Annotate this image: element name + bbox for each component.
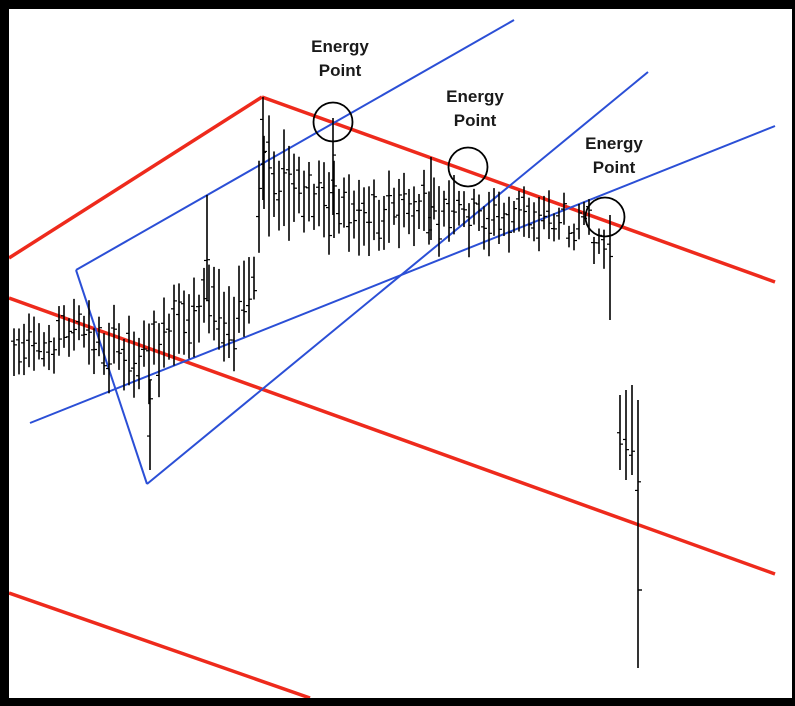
red-line-3 <box>9 296 776 576</box>
energy-point-label-3-line1: Energy <box>585 134 643 153</box>
energy-point-labels: Energy Point Energy Point Energy Point <box>311 37 643 177</box>
energy-point-label-1-line2: Point <box>319 61 362 80</box>
price-bars <box>11 97 642 668</box>
energy-point-circle-2 <box>447 146 489 188</box>
energy-point-label-2-line1: Energy <box>446 87 504 106</box>
red-line-4 <box>9 591 311 698</box>
energy-point-circle-3 <box>584 196 626 238</box>
energy-point-label-2-line2: Point <box>454 111 497 130</box>
blue-trendlines <box>29 19 776 485</box>
energy-point-circle-1 <box>312 101 354 143</box>
blue-line-4 <box>146 71 649 485</box>
red-line-2 <box>261 95 776 284</box>
blue-line-2 <box>75 19 515 271</box>
red-line-1 <box>9 95 263 260</box>
energy-point-circles <box>312 101 626 238</box>
energy-point-label-1-line1: Energy <box>311 37 369 56</box>
blue-line-3 <box>75 269 148 485</box>
red-trendlines <box>9 95 776 698</box>
plot-area <box>9 19 776 698</box>
energy-point-label-3-line2: Point <box>593 158 636 177</box>
